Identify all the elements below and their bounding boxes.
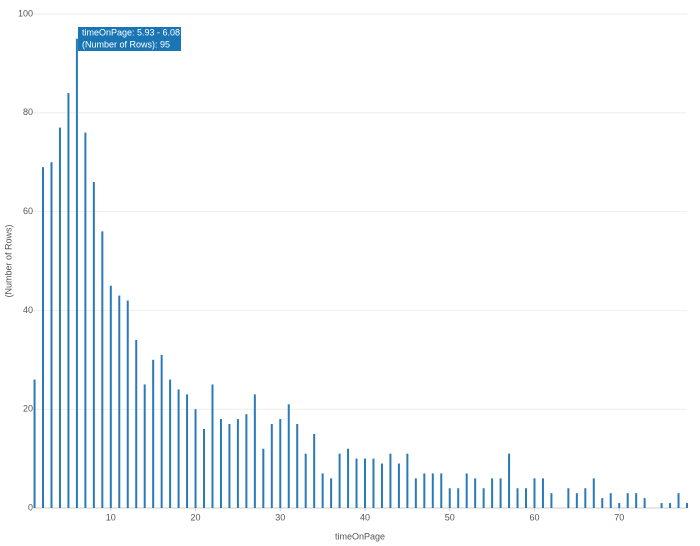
bar bbox=[584, 488, 587, 508]
bar bbox=[67, 93, 70, 508]
tooltip-line: (Number of Rows): 95 bbox=[82, 39, 170, 49]
bar bbox=[516, 488, 519, 508]
tooltip: timeOnPage: 5.93 - 6.08 (Number of Rows)… bbox=[78, 27, 181, 51]
bar bbox=[84, 132, 87, 508]
bar bbox=[372, 458, 375, 508]
x-tick-label: 60 bbox=[529, 512, 539, 522]
bar bbox=[109, 285, 112, 508]
bar bbox=[550, 493, 553, 508]
bar bbox=[525, 488, 528, 508]
y-tick-label: 60 bbox=[23, 206, 33, 216]
bar bbox=[406, 453, 409, 508]
bar bbox=[313, 433, 316, 508]
bar bbox=[152, 359, 155, 508]
bar bbox=[211, 384, 214, 508]
bar bbox=[677, 493, 680, 508]
bar bbox=[186, 394, 189, 508]
bar bbox=[347, 448, 350, 508]
bar bbox=[50, 162, 53, 508]
y-tick-label: 0 bbox=[28, 502, 33, 512]
bar bbox=[58, 127, 61, 509]
tooltip-line: timeOnPage: 5.93 - 6.08 bbox=[82, 27, 180, 37]
bar bbox=[177, 389, 180, 508]
x-tick-label: 40 bbox=[360, 512, 370, 522]
bar bbox=[270, 424, 273, 508]
bar bbox=[194, 409, 197, 508]
bar bbox=[169, 379, 172, 508]
bar bbox=[262, 448, 265, 508]
bar bbox=[635, 493, 638, 508]
bar bbox=[236, 419, 239, 508]
bar bbox=[440, 473, 443, 508]
bar bbox=[482, 488, 485, 508]
bar bbox=[330, 478, 333, 508]
bar bbox=[364, 458, 367, 508]
bar bbox=[397, 463, 400, 508]
y-axis-label: (Number of Rows) bbox=[3, 224, 13, 297]
y-tick-label: 100 bbox=[18, 8, 33, 18]
x-axis-label: timeOnPage bbox=[335, 531, 385, 541]
bar bbox=[423, 473, 426, 508]
bar bbox=[474, 478, 477, 508]
bar bbox=[669, 503, 672, 508]
bar bbox=[355, 458, 358, 508]
bar bbox=[219, 419, 222, 508]
bar bbox=[338, 453, 341, 508]
bar bbox=[609, 493, 612, 508]
bar bbox=[75, 38, 78, 508]
x-tick-label: 20 bbox=[191, 512, 201, 522]
bar bbox=[567, 488, 570, 508]
bar bbox=[414, 478, 417, 508]
y-tick-label: 80 bbox=[23, 107, 33, 117]
bar bbox=[245, 414, 248, 508]
y-tick-label: 20 bbox=[23, 404, 33, 414]
bar bbox=[626, 493, 629, 508]
bar bbox=[533, 478, 536, 508]
bar bbox=[380, 463, 383, 508]
bar bbox=[92, 181, 95, 508]
bar bbox=[448, 488, 451, 508]
bar bbox=[203, 428, 206, 508]
bar bbox=[228, 424, 231, 508]
bar bbox=[575, 493, 578, 508]
bar bbox=[118, 295, 121, 508]
bar bbox=[601, 498, 604, 508]
bar bbox=[126, 300, 129, 508]
bar bbox=[431, 473, 434, 508]
y-tick-label: 40 bbox=[23, 305, 33, 315]
bar bbox=[143, 384, 146, 508]
bar bbox=[686, 503, 688, 508]
bar bbox=[135, 340, 138, 508]
x-tick-label: 70 bbox=[614, 512, 624, 522]
x-tick-label: 50 bbox=[445, 512, 455, 522]
bar bbox=[42, 167, 45, 508]
x-tick-label: 10 bbox=[106, 512, 116, 522]
bar bbox=[643, 498, 646, 508]
bar bbox=[304, 453, 307, 508]
bar bbox=[279, 419, 282, 508]
bar bbox=[296, 424, 299, 508]
bar bbox=[508, 453, 511, 508]
bar bbox=[491, 478, 494, 508]
x-tick-label: 30 bbox=[275, 512, 285, 522]
bar bbox=[592, 478, 595, 508]
bar bbox=[321, 473, 324, 508]
bar bbox=[618, 503, 621, 508]
bar bbox=[660, 503, 663, 508]
bar bbox=[499, 478, 502, 508]
bar bbox=[33, 379, 36, 508]
bar bbox=[457, 488, 460, 508]
bar bbox=[253, 394, 256, 508]
bar bbox=[160, 354, 163, 508]
bar bbox=[101, 231, 104, 509]
bar bbox=[465, 473, 468, 508]
bar bbox=[389, 453, 392, 508]
bar bbox=[541, 478, 544, 508]
tooltip-box bbox=[78, 27, 181, 51]
bar bbox=[287, 404, 290, 508]
